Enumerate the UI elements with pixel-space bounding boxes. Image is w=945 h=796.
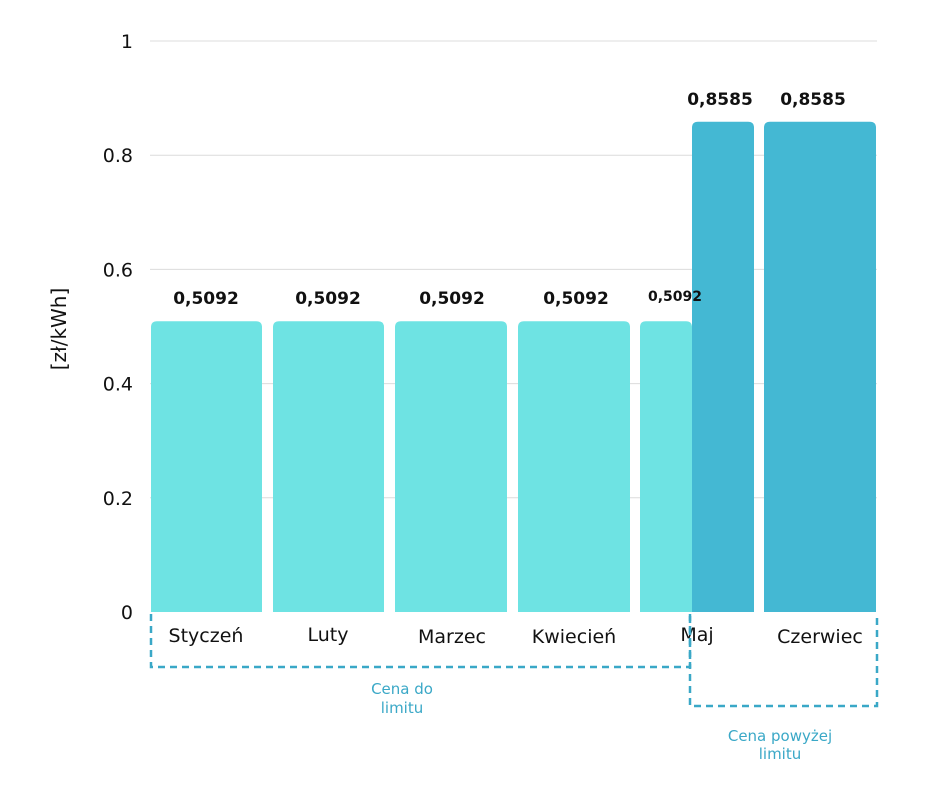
category-label: Marzec	[418, 626, 486, 648]
value-label: 0,5092	[295, 289, 361, 309]
bar-czerwiec	[764, 121, 876, 612]
y-tick-label: 0.4	[103, 374, 133, 396]
y-axis-ticks: 0 0.2 0.4 0.6 0.8 1	[103, 31, 133, 624]
bar-luty	[273, 321, 384, 612]
bar-maj	[692, 121, 754, 612]
annotation-label: Cena powyżej	[728, 727, 832, 745]
annotation-label: limitu	[759, 745, 802, 763]
value-label: 0,8585	[780, 90, 846, 110]
bar-kwiecień	[518, 321, 630, 612]
y-tick-label: 0	[121, 602, 133, 624]
value-label: 0,5092	[543, 289, 609, 309]
value-label: 0,8585	[687, 90, 753, 110]
value-labels: 0,5092 0,5092 0,5092 0,5092 0,5092 0,8585 0,85…	[173, 90, 846, 309]
y-axis-label: [zł/kWh]	[47, 288, 71, 371]
y-tick-label: 0.8	[103, 145, 133, 167]
category-label: Kwiecień	[532, 626, 616, 648]
value-label: 0,5092	[648, 289, 702, 305]
grid-layer	[150, 40, 877, 499]
annotation-label: Cena do	[371, 680, 433, 698]
bar-maj	[640, 321, 692, 612]
annotation-bracket	[688, 614, 879, 708]
value-label: 0,5092	[419, 289, 485, 309]
bar-marzec	[395, 321, 507, 612]
category-label: Czerwiec	[777, 626, 863, 648]
category-labels: Styczeń Luty Marzec Kwiecień Maj Czerwiec	[169, 624, 863, 648]
y-tick-label: 1	[121, 31, 133, 53]
bar-styczeń	[151, 321, 262, 612]
y-tick-label: 0.6	[103, 259, 133, 281]
bars	[151, 121, 876, 612]
annotation-label: limitu	[381, 699, 424, 717]
category-label: Styczeń	[169, 625, 244, 647]
category-label: Maj	[680, 624, 713, 646]
y-tick-label: 0.2	[103, 488, 133, 510]
value-label: 0,5092	[173, 289, 239, 309]
category-label: Luty	[308, 624, 349, 646]
